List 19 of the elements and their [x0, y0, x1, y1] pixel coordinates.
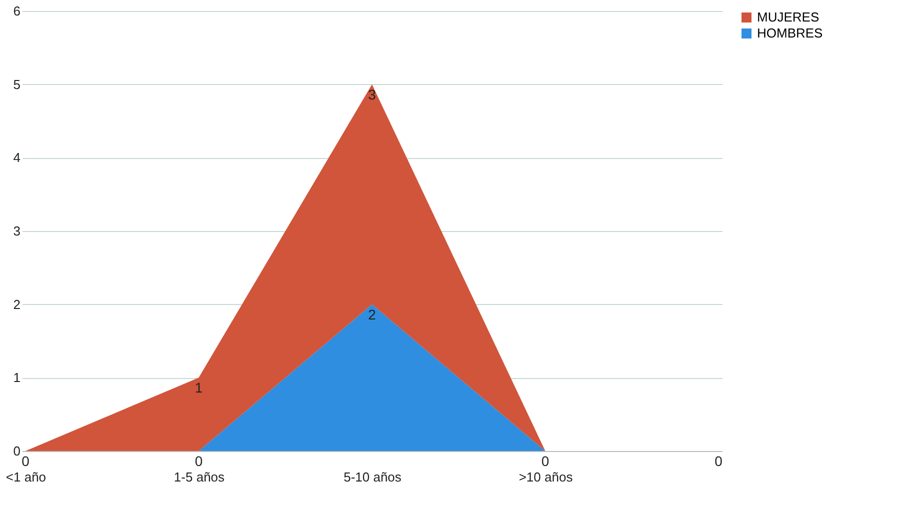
- data-label: 2: [368, 306, 376, 322]
- x-tick-label: <1 año: [6, 470, 46, 484]
- y-tick-label: 6: [13, 4, 20, 18]
- data-label: 3: [368, 86, 376, 102]
- x-tick-label: 5-10 años: [344, 470, 402, 484]
- y-tick-label: 3: [13, 224, 20, 238]
- data-label: 1: [194, 380, 203, 396]
- legend-label: HOMBRES: [757, 26, 824, 40]
- data-label: 0: [541, 453, 550, 469]
- y-tick-label: 5: [13, 76, 20, 92]
- y-tick-label: 4: [13, 150, 20, 166]
- y-tick-label: 1: [13, 370, 20, 386]
- y-tick-label: 2: [13, 296, 20, 312]
- data-label: 0: [714, 453, 723, 469]
- x-tick-label: >10 años: [518, 470, 574, 484]
- x-tick-label: 1-5 años: [174, 470, 226, 484]
- y-tick-label: 0: [13, 444, 20, 458]
- data-label: 0: [194, 453, 203, 469]
- legend-label: MUJERES: [757, 10, 820, 24]
